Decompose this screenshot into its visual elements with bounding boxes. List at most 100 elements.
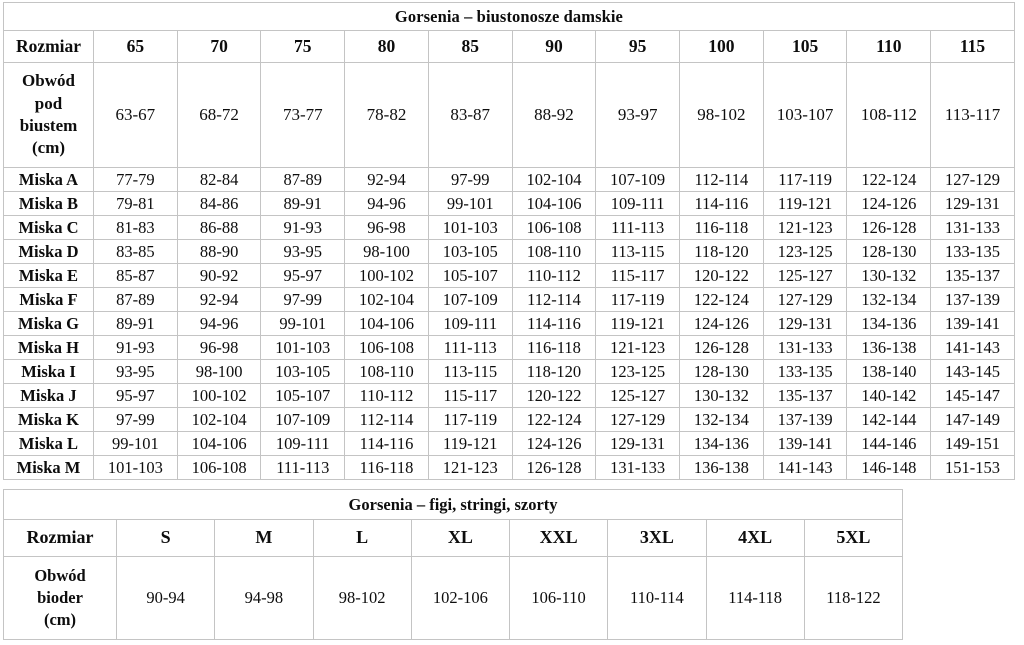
bra-cup-value: 101-103 <box>93 455 178 480</box>
bra-cup-value: 131-133 <box>762 335 848 360</box>
bra-cup-value: 113-115 <box>427 359 513 384</box>
bra-cup-value: 135-137 <box>930 263 1015 288</box>
bra-cup-value: 134-136 <box>846 311 932 336</box>
bra-cup-value: 119-121 <box>762 191 848 216</box>
bra-cup-value: 94-96 <box>344 191 429 216</box>
bra-cup-value: 77-79 <box>93 167 178 192</box>
bra-cup-value: 113-115 <box>595 239 681 264</box>
bra-row-header-label: Rozmiar <box>3 30 94 63</box>
bra-cup-value: 107-109 <box>260 407 346 432</box>
bra-cup-value: 106-108 <box>344 335 429 360</box>
panties-row-header-label: Rozmiar <box>3 519 117 557</box>
bra-cup-value: 133-135 <box>762 359 848 384</box>
bra-cup-value: 98-100 <box>176 359 262 384</box>
bra-cup-value: 91-93 <box>93 335 178 360</box>
panties-hips-label: Obwód bioder (cm) <box>3 556 117 640</box>
bra-cup-value: 107-109 <box>595 167 681 192</box>
bra-cup-row: Miska G 89-91 94-96 99-101 104-106 109-111 114… <box>3 311 1015 336</box>
bra-cup-value: 103-105 <box>427 239 513 264</box>
bra-underbust-value: 73-77 <box>260 62 346 168</box>
bra-cup-value: 86-88 <box>176 215 262 240</box>
bra-cup-row: Miska L 99-101 104-106 109-111 114-116 119-12… <box>3 431 1015 456</box>
bra-cup-value: 87-89 <box>260 167 346 192</box>
bra-cup-value: 149-151 <box>930 431 1015 456</box>
bra-band-size-header: 90 <box>511 30 597 63</box>
bra-cup-label: Miska E <box>3 263 94 288</box>
bra-underbust-value: 63-67 <box>93 62 178 168</box>
bra-underbust-value: 68-72 <box>176 62 262 168</box>
bra-title-row: Gorsenia – biustonosze damskie <box>3 2 1015 31</box>
bra-cup-value: 101-103 <box>260 335 346 360</box>
bra-cup-value: 146-148 <box>846 455 932 480</box>
panties-title-row: Gorsenia – figi, stringi, szorty <box>2 489 904 520</box>
bra-cup-value: 102-104 <box>344 287 429 312</box>
bra-underbust-label-line: Obwód <box>22 71 75 91</box>
bra-cup-value: 106-108 <box>176 455 262 480</box>
bra-cup-label: Miska B <box>3 191 94 216</box>
bra-cup-value: 116-118 <box>344 455 429 480</box>
bra-cup-row: Miska H 91-93 96-98 101-103 106-108 111-113 11… <box>3 335 1015 360</box>
bra-cup-value: 139-141 <box>762 431 848 456</box>
panties-size-header: XL <box>410 519 511 557</box>
panties-table-body: Gorsenia – figi, stringi, szorty Rozmiar… <box>2 489 904 640</box>
bra-cup-value: 97-99 <box>427 167 513 192</box>
bra-cup-value: 128-130 <box>846 239 932 264</box>
panties-header-row: Rozmiar S M L XL XXL 3XL 4XL 5XL <box>3 519 904 557</box>
bra-cup-value: 102-104 <box>176 407 262 432</box>
bra-cup-value: 110-112 <box>344 383 429 408</box>
bra-cup-value: 106-108 <box>511 215 597 240</box>
bra-cup-value: 111-113 <box>260 455 346 480</box>
panties-size-table: Gorsenia – figi, stringi, szorty Rozmiar… <box>2 489 904 640</box>
bra-band-size-header: 75 <box>260 30 346 63</box>
bra-band-size-header: 80 <box>344 30 429 63</box>
bra-cup-value: 126-128 <box>511 455 597 480</box>
bra-cup-value: 89-91 <box>93 311 178 336</box>
bra-cup-label: Miska I <box>3 359 94 384</box>
bra-cup-value: 85-87 <box>93 263 178 288</box>
bra-cup-value: 139-141 <box>930 311 1015 336</box>
bra-cup-value: 99-101 <box>93 431 178 456</box>
bra-cup-value: 121-123 <box>762 215 848 240</box>
bra-cup-label: Miska F <box>3 287 94 312</box>
bra-cup-value: 103-105 <box>260 359 346 384</box>
bra-header-row: Rozmiar 65 70 75 80 85 90 95 100 105 110 115 <box>3 30 1015 63</box>
bra-cup-value: 95-97 <box>93 383 178 408</box>
bra-underbust-value: 93-97 <box>595 62 681 168</box>
bra-cup-value: 143-145 <box>930 359 1015 384</box>
bra-underbust-label: Obwód pod biustem (cm) <box>3 62 94 168</box>
panties-hips-label-line: bioder <box>37 587 83 607</box>
bra-cup-value: 136-138 <box>679 455 764 480</box>
bra-cup-value: 112-114 <box>679 167 764 192</box>
bra-cup-value: 81-83 <box>93 215 178 240</box>
bra-cup-value: 114-116 <box>511 311 597 336</box>
bra-cup-value: 137-139 <box>930 287 1015 312</box>
bra-underbust-value: 88-92 <box>511 62 597 168</box>
bra-cup-value: 119-121 <box>427 431 513 456</box>
bra-cup-value: 140-142 <box>846 383 932 408</box>
panties-hips-value: 98-102 <box>312 556 412 640</box>
bra-cup-value: 101-103 <box>427 215 513 240</box>
bra-band-size-header: 110 <box>846 30 932 63</box>
bra-cup-value: 138-140 <box>846 359 932 384</box>
bra-cup-label: Miska A <box>3 167 94 192</box>
bra-cup-value: 114-116 <box>344 431 429 456</box>
bra-cup-value: 127-129 <box>930 167 1015 192</box>
bra-cup-value: 120-122 <box>679 263 764 288</box>
bra-cup-value: 111-113 <box>427 335 513 360</box>
panties-hips-row: Obwód bioder (cm) 90-94 94-98 98-102 102-106 1… <box>3 556 904 640</box>
bra-cup-value: 93-95 <box>93 359 178 384</box>
bra-cup-value: 92-94 <box>344 167 429 192</box>
bra-cup-row: Miska K 97-99 102-104 107-109 112-114 117-119… <box>3 407 1015 432</box>
bra-cup-value: 116-118 <box>511 335 597 360</box>
bra-underbust-value: 103-107 <box>762 62 848 168</box>
panties-hips-value: 94-98 <box>214 556 314 640</box>
panties-size-header: 3XL <box>607 519 707 557</box>
bra-cup-value: 120-122 <box>511 383 597 408</box>
bra-cup-value: 122-124 <box>679 287 764 312</box>
bra-cup-value: 124-126 <box>846 191 932 216</box>
bra-cup-value: 116-118 <box>679 215 764 240</box>
panties-hips-label-line: (cm) <box>43 610 77 630</box>
bra-cup-value: 126-128 <box>846 215 932 240</box>
panties-hips-value: 118-122 <box>803 556 904 640</box>
bra-cup-value: 123-125 <box>762 239 848 264</box>
